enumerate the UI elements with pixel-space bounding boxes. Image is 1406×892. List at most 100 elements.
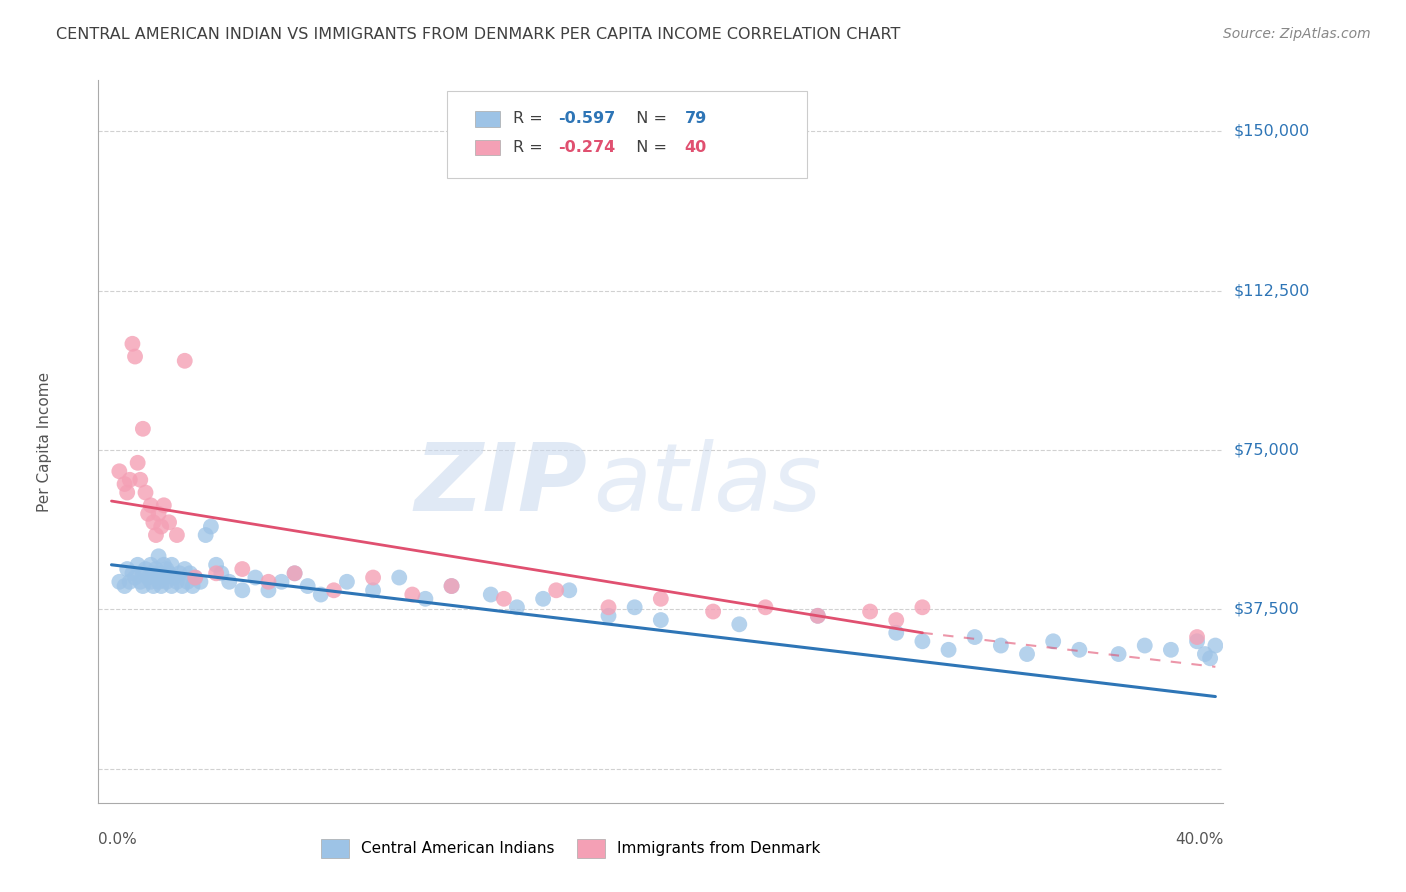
Point	[938, 642, 960, 657]
Point	[558, 583, 581, 598]
Point	[115, 485, 138, 500]
Point	[911, 634, 934, 648]
Text: ZIP: ZIP	[415, 439, 588, 531]
Point	[598, 600, 620, 615]
Point	[160, 558, 183, 572]
Point	[506, 600, 529, 615]
Point	[139, 498, 162, 512]
Point	[1194, 647, 1216, 661]
Point	[1199, 651, 1222, 665]
Text: N =: N =	[626, 140, 672, 155]
Point	[440, 579, 463, 593]
Point	[181, 579, 204, 593]
Point	[440, 579, 463, 593]
Point	[1185, 630, 1208, 644]
Point	[142, 579, 165, 593]
Point	[623, 600, 645, 615]
Point	[108, 464, 131, 478]
Point	[153, 570, 176, 584]
Point	[284, 566, 307, 581]
Point	[702, 605, 724, 619]
Point	[139, 558, 162, 572]
Point	[1133, 639, 1156, 653]
Point	[963, 630, 986, 644]
Point	[108, 574, 131, 589]
Point	[157, 516, 180, 530]
Point	[129, 574, 152, 589]
Point	[124, 350, 146, 364]
Point	[115, 562, 138, 576]
Point	[1015, 647, 1038, 661]
Point	[176, 574, 198, 589]
Point	[166, 574, 188, 589]
Point	[194, 528, 217, 542]
Point	[142, 516, 165, 530]
Point	[754, 600, 776, 615]
Text: N =: N =	[626, 112, 672, 126]
Point	[184, 570, 207, 584]
Point	[297, 579, 319, 593]
Text: -0.274: -0.274	[558, 140, 616, 155]
Point	[153, 558, 176, 572]
Point	[205, 566, 228, 581]
Point	[598, 608, 620, 623]
Point	[990, 639, 1012, 653]
Text: $75,000: $75,000	[1233, 442, 1299, 458]
Point	[129, 473, 152, 487]
Point	[148, 549, 170, 564]
Text: Per Capita Income: Per Capita Income	[37, 371, 52, 512]
Text: $112,500: $112,500	[1233, 283, 1310, 298]
Text: R =: R =	[513, 140, 548, 155]
Point	[172, 579, 194, 593]
Point	[127, 558, 149, 572]
Point	[650, 613, 672, 627]
Point	[205, 558, 228, 572]
Point	[184, 570, 207, 584]
Point	[257, 574, 280, 589]
Point	[145, 528, 167, 542]
Text: 79: 79	[685, 112, 707, 126]
Point	[132, 566, 155, 581]
Point	[124, 570, 146, 584]
Point	[173, 562, 195, 576]
Point	[859, 605, 882, 619]
FancyBboxPatch shape	[475, 111, 501, 127]
Point	[1108, 647, 1130, 661]
Text: -0.597: -0.597	[558, 112, 616, 126]
Point	[155, 562, 177, 576]
Point	[157, 566, 180, 581]
Point	[114, 477, 136, 491]
Point	[160, 579, 183, 593]
Point	[546, 583, 568, 598]
Point	[148, 574, 170, 589]
Point	[231, 562, 253, 576]
Text: 40: 40	[685, 140, 707, 155]
Point	[209, 566, 232, 581]
Point	[169, 566, 191, 581]
Point	[190, 574, 212, 589]
Text: $150,000: $150,000	[1233, 124, 1310, 139]
Point	[139, 574, 162, 589]
Point	[284, 566, 307, 581]
Point	[145, 562, 167, 576]
Text: 0.0%: 0.0%	[98, 831, 138, 847]
Point	[166, 528, 188, 542]
Point	[245, 570, 267, 584]
FancyBboxPatch shape	[475, 139, 501, 155]
Text: Source: ZipAtlas.com: Source: ZipAtlas.com	[1223, 27, 1371, 41]
Point	[179, 566, 201, 581]
Point	[884, 625, 907, 640]
Text: R =: R =	[513, 112, 548, 126]
Point	[200, 519, 222, 533]
Point	[153, 498, 176, 512]
Point	[134, 562, 156, 576]
Point	[1160, 642, 1182, 657]
Point	[807, 608, 830, 623]
Point	[218, 574, 240, 589]
Point	[322, 583, 344, 598]
Point	[127, 456, 149, 470]
Point	[155, 574, 177, 589]
Point	[132, 579, 155, 593]
Legend: Central American Indians, Immigrants from Denmark: Central American Indians, Immigrants fro…	[315, 833, 827, 863]
Point	[231, 583, 253, 598]
